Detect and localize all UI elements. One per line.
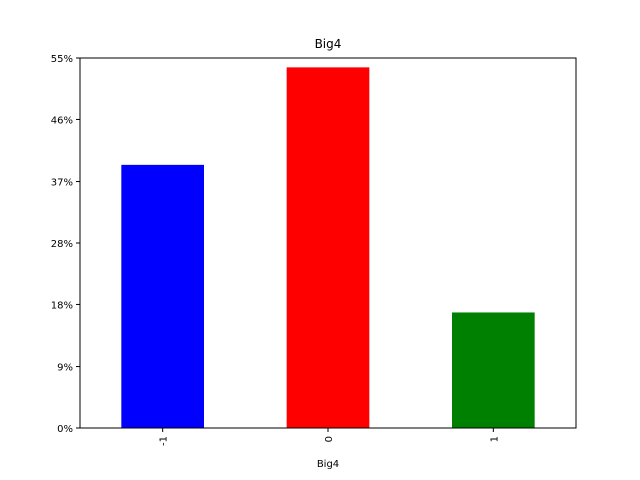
bar--1	[121, 164, 204, 429]
y-axis: 0% 9% 18% 28% 37% 46% 55%	[51, 54, 80, 435]
y-tick-label: 0%	[57, 424, 73, 435]
x-tick-label: 0	[324, 436, 335, 442]
x-axis-title: Big4	[317, 459, 339, 470]
y-tick-label: 37%	[51, 178, 73, 189]
bars-group	[121, 67, 535, 429]
y-tick-label: 18%	[51, 300, 73, 311]
chart-title: Big4	[315, 37, 342, 51]
y-tick-label: 9%	[57, 363, 73, 374]
plot-frame	[79, 57, 577, 429]
y-tick-label: 28%	[51, 239, 73, 250]
bar-1	[452, 312, 535, 428]
bar-0	[286, 67, 370, 428]
y-tick-label: 55%	[51, 54, 73, 65]
x-tick-label: 1	[489, 436, 500, 442]
y-tick-label: 46%	[51, 115, 73, 126]
x-tick-label: -1	[159, 436, 170, 446]
x-axis: -1 0 1	[159, 428, 500, 446]
